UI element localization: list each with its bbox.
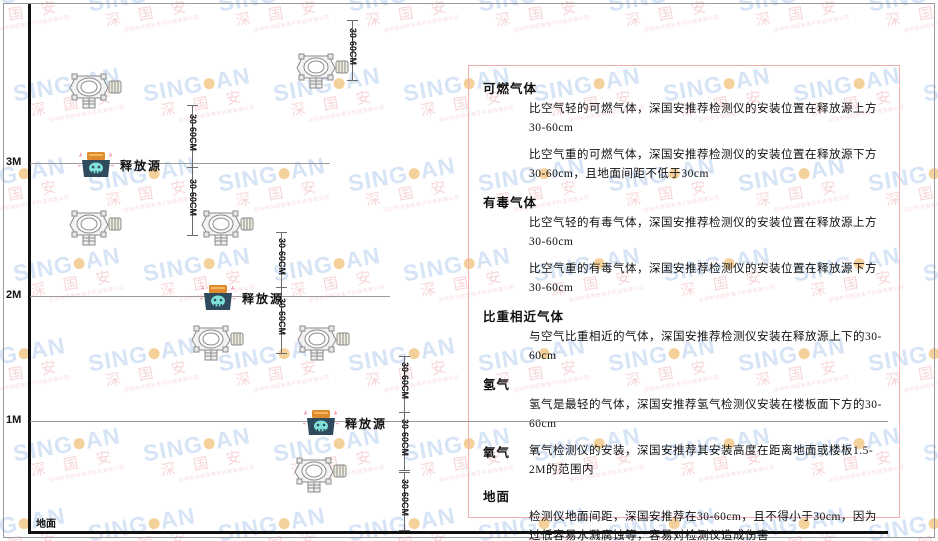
info-panel-content: 可燃气体比空气轻的可燃气体，深国安推荐检测仪的安装位置在释放源上方30-60cm… — [469, 66, 899, 541]
gas-detector-icon — [68, 68, 130, 110]
release-source-label: 释放源 — [345, 417, 388, 431]
dimension-line: 30-60CM — [399, 472, 410, 531]
panel-section-title: 有毒气体 — [483, 196, 538, 210]
level-line — [30, 421, 888, 422]
panel-section-paragraph: 检测仪地面间距，深国安推荐在30-60cm，且不得小于30cm，因为过低容易水溅… — [529, 511, 877, 541]
dimension-line: 30-60CM — [187, 105, 198, 168]
panel-section-paragraph: 比空气轻的有毒气体，深国安推荐检测仪的安装位置在释放源上方30-60cm — [529, 217, 877, 248]
dimension-stem — [404, 412, 405, 470]
gas-detector-icon — [293, 452, 355, 494]
dimension-label: 30-60CM — [348, 28, 358, 66]
dimension-stem — [281, 287, 282, 353]
release-source-icon — [303, 406, 339, 438]
panel-section-0: 可燃气体比空气轻的可燃气体，深国安推荐检测仪的安装位置在释放源上方30-60cm… — [483, 78, 885, 184]
gas-detector-icon — [200, 205, 262, 247]
dimension-tick-top — [187, 167, 198, 168]
panel-section-title: 氧气 — [483, 446, 511, 460]
gas-detector-icon — [296, 320, 358, 362]
axis-label-2m: 2M — [6, 289, 22, 301]
dimension-tick-top — [399, 472, 410, 473]
dimension-label: 30-60CM — [188, 179, 198, 217]
dimension-label: 30-60CM — [400, 479, 410, 517]
dimension-stem — [404, 472, 405, 530]
gas-detector-icon — [68, 205, 130, 247]
dimension-tick-bottom — [187, 235, 198, 236]
dimension-tick-bottom — [276, 353, 287, 354]
panel-section-paragraph: 与空气比重相近的气体，深国安推荐检测仪安装在释放源上下的30-60cm — [529, 331, 882, 362]
dimension-line: 30-60CM — [347, 20, 358, 81]
dimension-stem — [352, 20, 353, 80]
dimension-label: 30-60CM — [400, 419, 410, 457]
dimension-line: 30-60CM — [399, 412, 410, 471]
dimension-label: 30-60CM — [188, 114, 198, 152]
panel-section-title: 比重相近气体 — [483, 310, 565, 324]
dimension-label: 30-60CM — [400, 362, 410, 400]
dimension-tick-bottom — [347, 80, 358, 81]
dimension-stem — [404, 356, 405, 412]
dimension-label: 30-60CM — [277, 237, 287, 275]
dimension-stem — [192, 105, 193, 167]
dimension-stem — [281, 232, 282, 287]
x-axis-ground — [28, 531, 888, 534]
axis-label-1m: 1M — [6, 414, 22, 426]
panel-section-2: 比重相近气体与空气比重相近的气体，深国安推荐检测仪安装在释放源上下的30-60c… — [483, 306, 885, 366]
panel-section-5: 地面检测仪地面间距，深国安推荐在30-60cm，且不得小于30cm，因为过低容易… — [483, 486, 885, 541]
panel-section-title: 地面 — [483, 490, 511, 504]
panel-section-paragraph: 氧气检测仪的安装，深国安推荐其安装高度在距离地面或楼板1.5-2M的范围内 — [529, 445, 874, 476]
ground-label: 地面 — [36, 519, 56, 530]
release-source-icon — [200, 281, 236, 313]
outer-frame — [3, 3, 935, 538]
release-source-label: 释放源 — [120, 159, 163, 173]
panel-section-4: 氧气 氧气检测仪的安装，深国安推荐其安装高度在距离地面或楼板1.5-2M的范围内 — [483, 442, 885, 480]
dimension-tick-bottom — [399, 530, 410, 531]
panel-section-title: 氢气 — [483, 378, 511, 392]
dimension-line: 30-60CM — [187, 167, 198, 236]
release-source-label: 释放源 — [242, 292, 285, 306]
info-panel: 可燃气体比空气轻的可燃气体，深国安推荐检测仪的安装位置在释放源上方30-60cm… — [468, 65, 900, 541]
panel-section-1: 有毒气体比空气轻的有毒气体，深国安推荐检测仪的安装位置在释放源上方30-60cm… — [483, 192, 885, 298]
release-source-icon — [78, 148, 114, 180]
panel-section-3: 氢气氢气是最轻的气体，深国安推荐氢气检测仪安装在楼板面下方的30-60cm — [483, 374, 885, 434]
dimension-tick-top — [276, 287, 287, 288]
dimension-line: 30-60CM — [399, 356, 410, 413]
axis-label-3m: 3M — [6, 156, 22, 168]
panel-section-title: 可燃气体 — [483, 82, 538, 96]
panel-section-paragraph: 比空气重的有毒气体，深国安推荐检测仪的安装位置在释放源下方30-60cm — [529, 263, 877, 294]
panel-section-paragraph: 氢气是最轻的气体，深国安推荐氢气检测仪安装在楼板面下方的30-60cm — [529, 399, 882, 430]
panel-section-paragraph: 比空气轻的可燃气体，深国安推荐检测仪的安装位置在释放源上方30-60cm — [529, 103, 877, 134]
panel-section-paragraph: 比空气重的可燃气体，深国安推荐检测仪的安装位置在释放源下方30-60cm，且地面… — [529, 149, 877, 180]
dimension-tick-top — [399, 412, 410, 413]
level-line — [30, 163, 330, 164]
dimension-tick-top — [399, 356, 410, 357]
dimension-tick-top — [276, 232, 287, 233]
gas-detector-icon — [295, 48, 357, 90]
dimension-tick-top — [187, 105, 198, 106]
dimension-tick-bottom — [399, 470, 410, 471]
y-axis — [28, 4, 31, 531]
dimension-line: 30-60CM — [276, 232, 287, 288]
dimension-tick-top — [347, 20, 358, 21]
gas-detector-icon — [190, 320, 252, 362]
dimension-stem — [192, 167, 193, 235]
